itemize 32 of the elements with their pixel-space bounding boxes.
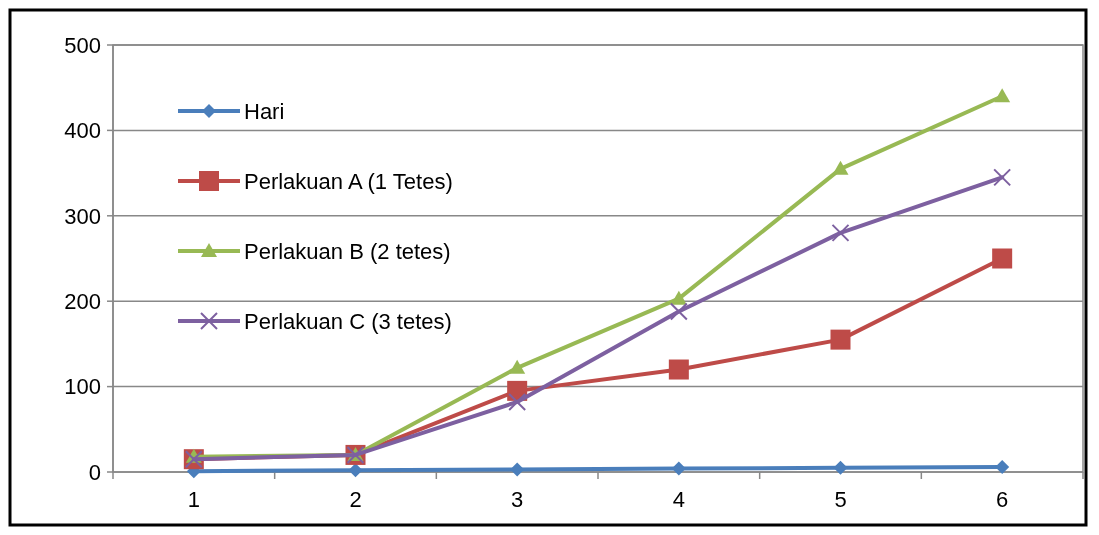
x-tick-label: 6 <box>996 487 1009 512</box>
x-tick-label: 1 <box>187 487 200 512</box>
point <box>992 248 1013 269</box>
y-tick-label: 500 <box>64 32 101 58</box>
y-tick-label: 200 <box>64 288 101 314</box>
point <box>832 160 849 175</box>
point <box>669 302 688 321</box>
point <box>671 461 686 476</box>
point <box>508 392 527 411</box>
point <box>668 359 689 380</box>
legend-label: Hari <box>244 98 285 124</box>
x-tick-label: 4 <box>672 487 685 512</box>
point <box>995 459 1010 474</box>
point <box>509 359 526 374</box>
legend-label: Perlakuan C (3 tetes) <box>244 308 452 334</box>
legend-label: Perlakuan B (2 tetes) <box>244 238 451 264</box>
point <box>348 463 363 478</box>
y-tick-label: 100 <box>64 374 101 400</box>
point <box>510 462 525 477</box>
point <box>993 168 1012 187</box>
x-tick-label: 3 <box>511 487 524 512</box>
point <box>831 223 850 242</box>
point <box>830 329 851 350</box>
point <box>994 88 1011 103</box>
point <box>670 290 687 305</box>
y-tick-label: 400 <box>64 118 101 144</box>
legend-label: Perlakuan A (1 Tetes) <box>244 168 453 194</box>
x-tick-label: 5 <box>834 487 847 512</box>
x-tick-label: 2 <box>349 487 362 512</box>
point <box>833 460 848 475</box>
y-tick-label: 300 <box>64 203 101 229</box>
y-tick-label: 0 <box>88 459 101 485</box>
